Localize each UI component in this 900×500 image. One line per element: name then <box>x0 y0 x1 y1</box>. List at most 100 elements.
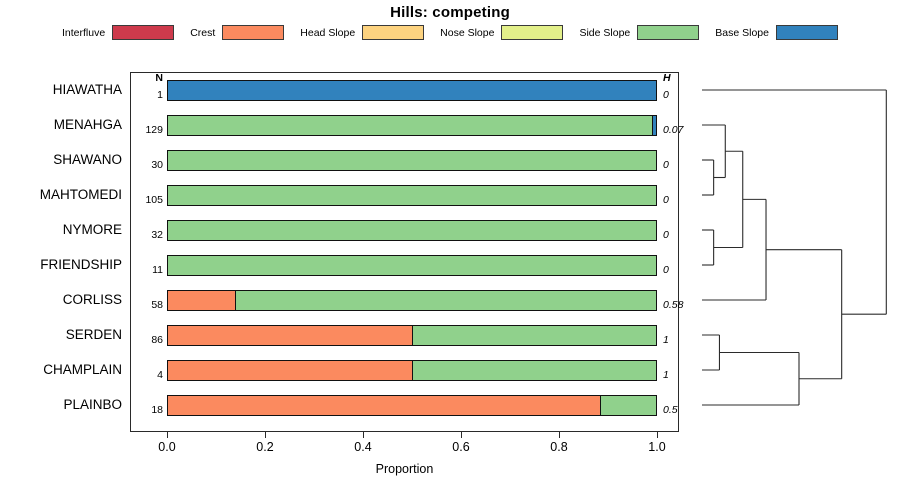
row-label-champlain: CHAMPLAIN <box>43 362 122 377</box>
x-tick-label: 0.6 <box>452 440 470 454</box>
bar-segment <box>168 291 236 310</box>
legend-entry[interactable]: Interfluve <box>62 25 175 40</box>
stacked-bar[interactable] <box>167 360 657 381</box>
row-h-value: 0 <box>663 264 669 276</box>
bar-segment <box>168 221 656 240</box>
row-n-value: 30 <box>151 159 163 171</box>
row-label-nymore: NYMORE <box>62 222 122 237</box>
x-tick-mark <box>461 432 462 438</box>
stacked-bar[interactable] <box>167 150 657 171</box>
bar-segment <box>235 291 656 310</box>
row-label-shawano: SHAWANO <box>53 152 122 167</box>
bar-segment <box>168 256 656 275</box>
x-tick-label: 0.2 <box>256 440 274 454</box>
legend-entry[interactable]: Side Slope <box>579 25 700 40</box>
row-n-value: 105 <box>145 194 163 206</box>
bar-segment <box>168 396 600 415</box>
legend-swatch <box>222 25 285 40</box>
row-label-plainbo: PLAINBO <box>63 397 122 412</box>
column-header-h: H <box>663 72 671 84</box>
bar-row: CHAMPLAIN 4 1 <box>0 352 900 387</box>
x-tick-label: 1.0 <box>648 440 666 454</box>
legend-swatch <box>775 25 838 40</box>
row-label-mahtomedi: MAHTOMEDI <box>39 187 122 202</box>
row-h-value: 1 <box>663 369 669 381</box>
row-h-value: 0.5 <box>663 404 678 416</box>
bar-segment <box>168 81 656 100</box>
row-label-corliss: CORLISS <box>62 292 122 307</box>
row-h-value: 1 <box>663 334 669 346</box>
bar-segment <box>168 186 656 205</box>
stacked-bar[interactable] <box>167 185 657 206</box>
bar-segment <box>168 326 412 345</box>
stacked-bar[interactable] <box>167 115 657 136</box>
bar-row: CORLISS 58 0.58 <box>0 282 900 317</box>
legend-label: Interfluve <box>62 26 106 39</box>
bar-segment <box>412 361 656 380</box>
row-h-value: 0.58 <box>663 299 684 311</box>
bar-row: NYMORE 32 0 <box>0 212 900 247</box>
legend: Interfluve Crest Head Slope Nose Slope Side … <box>0 25 900 40</box>
row-h-value: 0 <box>663 194 669 206</box>
stacked-bar[interactable] <box>167 255 657 276</box>
row-h-value: 0 <box>663 229 669 241</box>
x-tick-mark <box>265 432 266 438</box>
legend-entry[interactable]: Base Slope <box>715 25 838 40</box>
row-n-value: 86 <box>151 334 163 346</box>
row-n-value: 11 <box>152 264 163 276</box>
chart-title: Hills: competing <box>390 4 510 21</box>
legend-label: Crest <box>190 26 216 39</box>
row-h-value: 0 <box>663 159 669 171</box>
bar-segment <box>168 116 653 135</box>
stacked-bar[interactable] <box>167 290 657 311</box>
bar-segment <box>412 326 656 345</box>
legend-label: Side Slope <box>579 26 631 39</box>
bar-row: FRIENDSHIP 11 0 <box>0 247 900 282</box>
row-label-friendship: FRIENDSHIP <box>40 257 122 272</box>
row-n-value: 58 <box>151 299 163 311</box>
bar-row: MAHTOMEDI 105 0 <box>0 177 900 212</box>
x-tick-label: 0.4 <box>354 440 372 454</box>
row-n-value: 1 <box>157 89 163 101</box>
dendrogram <box>688 70 900 434</box>
legend-swatch <box>501 25 564 40</box>
bar-row: SERDEN 86 1 <box>0 317 900 352</box>
legend-swatch <box>112 25 175 40</box>
row-label-serden: SERDEN <box>65 327 122 342</box>
row-h-value: 0.07 <box>663 124 684 136</box>
stacked-bar[interactable] <box>167 220 657 241</box>
bar-row: MENAHGA 129 0.07 <box>0 107 900 142</box>
bar-row: HIAWATHA 1 0 <box>0 72 900 107</box>
x-tick-mark <box>167 432 168 438</box>
legend-entry[interactable]: Nose Slope <box>440 25 564 40</box>
row-n-value: 129 <box>145 124 163 136</box>
x-axis-title: Proportion <box>375 462 434 476</box>
x-tick-label: 0.8 <box>550 440 568 454</box>
column-header-n: N <box>155 72 163 84</box>
legend-swatch <box>637 25 700 40</box>
x-tick-mark <box>657 432 658 438</box>
bar-row: PLAINBO 18 0.5 <box>0 387 900 422</box>
stacked-bar[interactable] <box>167 395 657 416</box>
bar-segment <box>599 396 656 415</box>
legend-swatch <box>362 25 425 40</box>
legend-entry[interactable]: Crest <box>190 25 285 40</box>
stacked-bar[interactable] <box>167 325 657 346</box>
row-n-value: 32 <box>151 229 163 241</box>
bar-segment <box>168 361 412 380</box>
stacked-bar[interactable] <box>167 80 657 101</box>
x-tick-mark <box>363 432 364 438</box>
bar-segment <box>652 116 656 135</box>
bar-segment <box>168 151 656 170</box>
x-axis: 0.0 0.2 0.4 0.6 0.8 1.0 <box>130 432 679 462</box>
row-label-hiawatha: HIAWATHA <box>52 82 122 97</box>
row-h-value: 0 <box>663 89 669 101</box>
dendrogram-svg <box>702 89 887 406</box>
legend-entry[interactable]: Head Slope <box>300 25 425 40</box>
row-n-value: 4 <box>157 369 163 381</box>
legend-label: Head Slope <box>300 26 356 39</box>
x-tick-mark <box>559 432 560 438</box>
row-n-value: 18 <box>151 404 163 416</box>
row-label-menahga: MENAHGA <box>53 117 122 132</box>
